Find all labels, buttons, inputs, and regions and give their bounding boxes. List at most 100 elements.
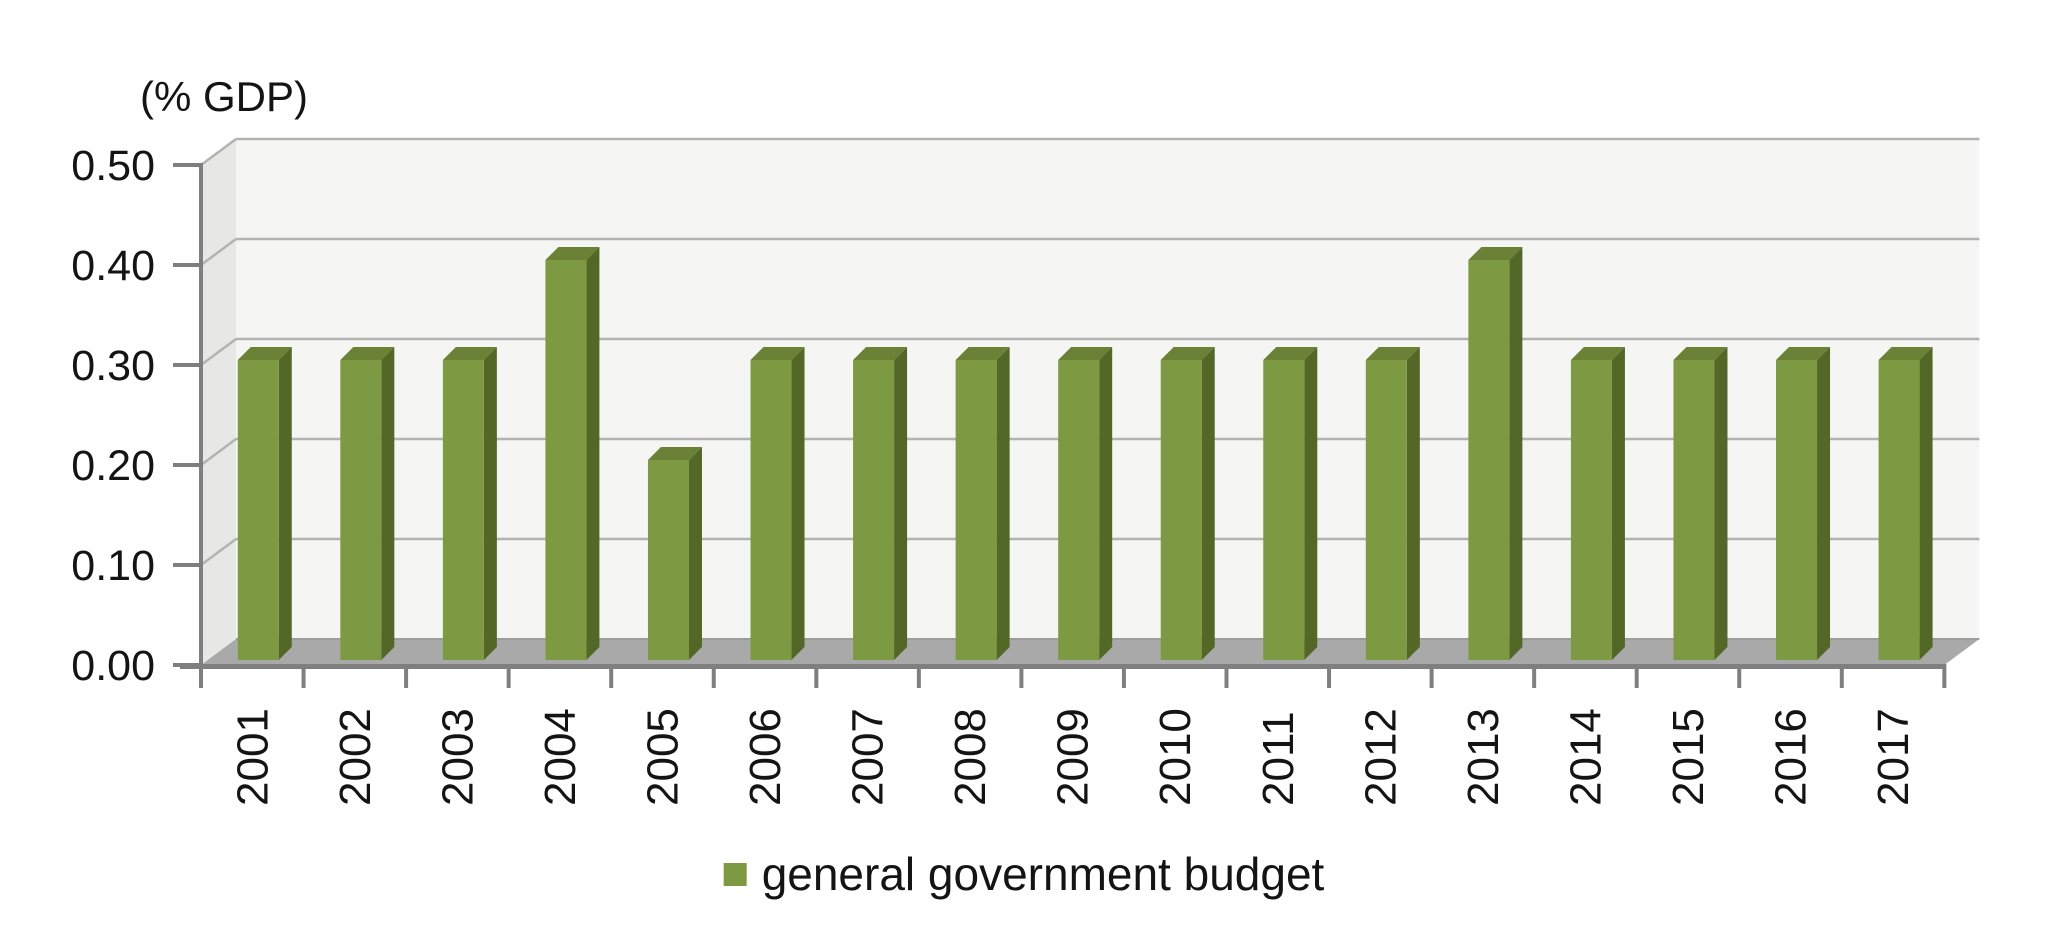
bar-2013 <box>1468 247 1523 660</box>
x-axis-label-2005: 2005 <box>638 708 687 806</box>
gridline-connector-0.30 <box>200 337 237 367</box>
bar-top-face <box>1263 347 1318 360</box>
bar-side-face <box>791 347 805 660</box>
bar-front-face <box>1160 360 1202 660</box>
bar-top-face <box>750 347 805 360</box>
chart-title: (% GDP) <box>140 73 308 120</box>
bar-side-face <box>1509 247 1523 660</box>
bar-2010 <box>1160 347 1215 660</box>
bar-top-face <box>1673 347 1728 360</box>
bar-side-face <box>1817 347 1831 660</box>
bar-2005 <box>647 447 702 660</box>
bar-top-face <box>1365 347 1420 360</box>
bar-side-face <box>688 447 702 660</box>
bar-2009 <box>1058 347 1113 660</box>
x-axis-label-2011: 2011 <box>1254 711 1303 806</box>
bar-front-face <box>237 360 279 660</box>
bar-top-face <box>1058 347 1113 360</box>
bar-side-face <box>1919 347 1933 660</box>
y-axis-tick-label: 0.10 <box>71 542 155 590</box>
gridline-connector-0.20 <box>200 437 237 467</box>
bar-2015 <box>1673 347 1728 660</box>
x-axis-label-2001: 2001 <box>228 708 277 806</box>
bar-side-face <box>483 347 497 660</box>
bar-front-face <box>1776 360 1818 660</box>
bar-top-face <box>853 347 908 360</box>
bar-side-face <box>1406 347 1420 660</box>
x-axis-label-2008: 2008 <box>946 708 995 806</box>
gridline-connector-0.40 <box>200 237 237 267</box>
x-axis-label-2016: 2016 <box>1767 708 1816 806</box>
x-axis-label-2010: 2010 <box>1151 708 1200 806</box>
bar-side-face <box>1714 347 1728 660</box>
bar-front-face <box>853 360 895 660</box>
bar-2007 <box>853 347 908 660</box>
bar-top-face <box>442 347 497 360</box>
bar-2003 <box>442 347 497 660</box>
bar-2008 <box>955 347 1010 660</box>
bar-top-face <box>340 347 395 360</box>
x-axis-label-2012: 2012 <box>1356 708 1405 806</box>
bar-front-face <box>1365 360 1407 660</box>
x-axis-label-2002: 2002 <box>331 708 380 806</box>
gridline-connector-0.10 <box>200 537 237 567</box>
x-axis-label-2017: 2017 <box>1869 708 1918 806</box>
bar-2011 <box>1263 347 1318 660</box>
bar-2017 <box>1878 347 1933 660</box>
y-axis-tick-label: 0.20 <box>71 442 155 490</box>
x-axis-label-2015: 2015 <box>1664 708 1713 806</box>
y-axis-tick-label: 0.30 <box>71 342 155 390</box>
x-axis-label-2014: 2014 <box>1561 708 1610 806</box>
bar-front-face <box>545 260 587 660</box>
bar-front-face <box>1058 360 1100 660</box>
bar-side-face <box>381 347 395 660</box>
bar-top-face <box>1776 347 1831 360</box>
bar-side-face <box>278 347 292 660</box>
x-axis-label-2003: 2003 <box>433 708 482 806</box>
bar-side-face <box>1611 347 1625 660</box>
bar-2016 <box>1776 347 1831 660</box>
y-axis-tick-label: 0.50 <box>71 142 155 190</box>
y-axis-tick-label: 0.00 <box>71 642 155 690</box>
bar-side-face <box>1201 347 1215 660</box>
bar-top-face <box>545 247 600 260</box>
bar-top-face <box>647 447 702 460</box>
bar-front-face <box>340 360 382 660</box>
bar-top-face <box>1570 347 1625 360</box>
chart-legend: general government budget <box>723 847 1325 901</box>
bar-top-face <box>1468 247 1523 260</box>
bar-2002 <box>340 347 395 660</box>
bar-front-face <box>1263 360 1305 660</box>
x-axis-label-2004: 2004 <box>536 708 585 806</box>
bar-front-face <box>647 460 689 660</box>
gridline-connector-0.50 <box>200 137 237 167</box>
bar-top-face <box>955 347 1010 360</box>
legend-swatch-icon <box>723 862 747 886</box>
bar-2004 <box>545 247 600 660</box>
bar-front-face <box>1878 360 1920 660</box>
bar-side-face <box>586 247 600 660</box>
bar-side-face <box>894 347 908 660</box>
x-axis-label-2009: 2009 <box>1049 708 1098 806</box>
plot-wall-left <box>201 139 236 665</box>
bar-side-face <box>1304 347 1318 660</box>
bar-front-face <box>750 360 792 660</box>
x-axis-label-2006: 2006 <box>741 708 790 806</box>
bar-2014 <box>1570 347 1625 660</box>
bar-top-face <box>1878 347 1933 360</box>
legend-label: general government budget <box>761 848 1325 900</box>
bar-side-face <box>996 347 1010 660</box>
y-axis-tick-label: 0.40 <box>71 242 155 290</box>
x-axis-label-2013: 2013 <box>1459 708 1508 806</box>
bar-2012 <box>1365 347 1420 660</box>
bar-front-face <box>442 360 484 660</box>
bar-top-face <box>1160 347 1215 360</box>
bar-top-face <box>237 347 292 360</box>
bar-2006 <box>750 347 805 660</box>
bar-front-face <box>1570 360 1612 660</box>
x-axis-label-2007: 2007 <box>844 708 893 806</box>
bar-2001 <box>237 347 292 660</box>
